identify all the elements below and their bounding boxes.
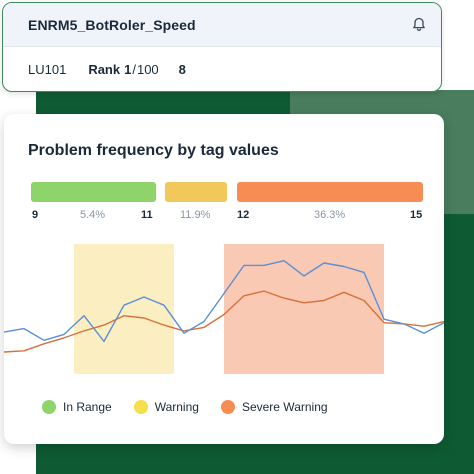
warning-dot: [133, 400, 148, 414]
frequency-line-chart: [4, 244, 444, 374]
legend-warning-label: Warning: [154, 400, 199, 414]
rank-value: 1/100: [124, 62, 159, 77]
in-range-max: 11: [141, 209, 153, 221]
rank-current: 1: [124, 61, 132, 77]
in-range-dot: [42, 400, 56, 414]
tag-header-card: ENRM5_BotRoler_Speed LU101 Rank 1/100 8: [2, 2, 442, 92]
lu-label: LU101: [28, 61, 67, 77]
legend-warning[interactable]: Warning: [133, 400, 199, 414]
problem-count: 8: [178, 61, 186, 77]
severe-max: 15: [410, 209, 423, 221]
legend-severe[interactable]: Severe Warning: [220, 400, 328, 414]
legend-in-range-label: In Range: [63, 400, 112, 414]
header-title-bar: ENRM5_BotRoler_Speed: [3, 3, 441, 47]
rank-separator: /: [132, 61, 136, 77]
chart-series-line-1: [4, 290, 444, 353]
chart-series-line-2: [4, 260, 444, 343]
legend-severe-label: Severe Warning: [241, 400, 328, 414]
rank-label: Rank: [88, 61, 121, 77]
tag-title: ENRM5_BotRoler_Speed: [28, 16, 196, 33]
in-range-pct: 5.4%: [80, 209, 106, 221]
chart-band-2: [224, 244, 384, 374]
in-range-min: 9: [32, 209, 39, 221]
warning-pct: 11.9%: [180, 209, 211, 221]
chart-band-1: [74, 244, 174, 374]
problem-frequency-card: Problem frequency by tag values 9 5.4% 1…: [4, 114, 444, 444]
severe-warning-bar[interactable]: [237, 182, 423, 202]
header-info-row: LU101 Rank 1/100 8: [3, 47, 441, 91]
chart-legend: In Range Warning Severe Warning: [42, 400, 350, 414]
chart-lines: [4, 260, 444, 353]
severe-dot: [220, 400, 235, 414]
severe-min: 12: [237, 209, 250, 221]
severe-pct: 36.3%: [314, 209, 346, 221]
in-range-bar[interactable]: [31, 182, 156, 202]
warning-bar[interactable]: [165, 182, 227, 202]
legend-in-range[interactable]: In Range: [42, 400, 112, 414]
rank-total: 100: [136, 61, 159, 77]
bell-icon[interactable]: [411, 17, 427, 33]
card-title: Problem frequency by tag values: [28, 142, 279, 159]
